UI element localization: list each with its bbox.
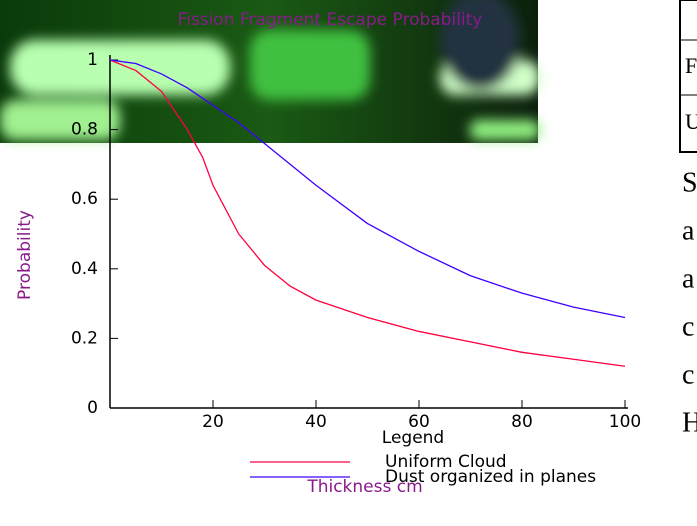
y-tick-label: 0.2	[71, 328, 98, 348]
y-tick-label: 0.4	[71, 259, 98, 279]
chart-title: Fission Fragment Escape Probability	[178, 10, 483, 30]
x-tick-label: 40	[305, 412, 327, 432]
series-line	[109, 59, 626, 367]
side-table: F U	[679, 0, 697, 153]
x-tick-label: 80	[511, 412, 533, 432]
y-tick-label: 0.8	[71, 120, 98, 140]
side-text: S	[682, 167, 697, 198]
y-axis-label: Probability	[15, 210, 35, 300]
side-text: a	[682, 263, 695, 294]
x-axis-label: Thickness cm	[306, 477, 422, 497]
side-text: a	[682, 215, 695, 246]
x-tick-label: 20	[202, 412, 224, 432]
table-cell: U	[685, 109, 697, 134]
table-cell: F	[685, 53, 697, 78]
x-tick-label: 60	[408, 412, 430, 432]
x-tick-label: 100	[609, 412, 641, 432]
side-text: c	[682, 311, 694, 342]
y-tick-label: 0.6	[71, 189, 98, 209]
legend-label: Dust organized in planes	[385, 467, 596, 487]
y-tick-label: 1	[87, 50, 98, 70]
legend-title: Legend	[382, 428, 444, 448]
legend-label: Uniform Cloud	[385, 452, 507, 472]
side-text: H	[682, 407, 697, 438]
side-text: c	[682, 359, 694, 390]
y-tick-label: 0	[87, 398, 98, 418]
series-line	[109, 59, 626, 319]
